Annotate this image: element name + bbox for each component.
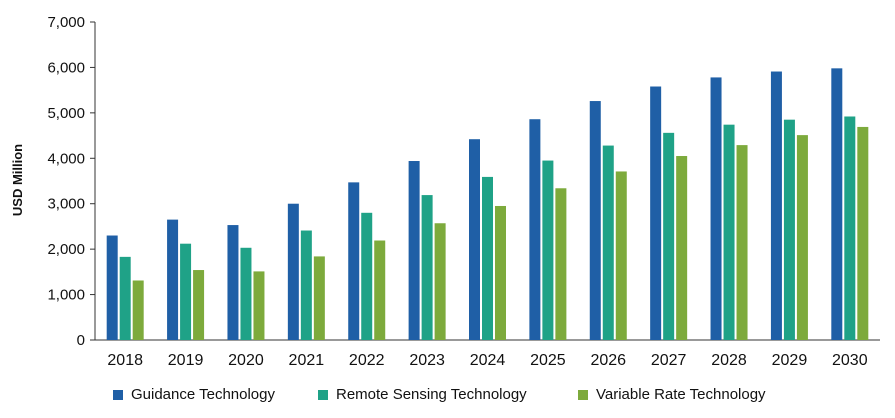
y-tick-label: 2,000 [47,241,85,258]
x-tick-label: 2024 [470,352,506,369]
bar-guidance-technology-2019 [167,219,179,340]
y-tick-label: 7,000 [47,14,85,31]
bar-variable-rate-technology-2019 [193,270,205,340]
bar-guidance-technology-2022 [348,182,360,340]
bar-guidance-technology-2030 [831,68,843,340]
legend-item-variable-rate: Variable Rate Technology [578,386,766,403]
legend-label-variable-rate: Variable Rate Technology [596,386,766,403]
y-tick-label: 1,000 [47,287,85,304]
bar-guidance-technology-2025 [529,119,541,341]
x-tick-label: 2028 [711,352,747,369]
bar-guidance-technology-2029 [770,71,782,340]
bar-variable-rate-technology-2025 [555,188,567,340]
bar-variable-rate-technology-2026 [615,171,627,340]
y-tick-label: 0 [77,332,85,349]
bar-variable-rate-technology-2020 [253,271,265,340]
bar-remote-sensing-technology-2019 [180,243,192,340]
bar-guidance-technology-2026 [589,101,601,340]
x-tick-label: 2025 [530,352,566,369]
bar-remote-sensing-technology-2022 [361,212,373,340]
bar-remote-sensing-technology-2025 [542,160,554,340]
bar-guidance-technology-2018 [106,235,118,340]
bar-guidance-technology-2028 [710,77,722,341]
bar-remote-sensing-technology-2029 [783,119,795,341]
bar-variable-rate-technology-2021 [313,256,325,340]
bar-guidance-technology-2023 [408,161,420,340]
bar-remote-sensing-technology-2028 [723,124,735,340]
y-tick-label: 4,000 [47,150,85,167]
bar-remote-sensing-technology-2024 [482,176,493,340]
legend-swatch-guidance [113,389,123,400]
bar-guidance-technology-2021 [287,203,299,340]
bar-remote-sensing-technology-2027 [663,132,675,340]
legend-label-guidance: Guidance Technology [131,386,275,403]
x-tick-label: 2026 [590,352,626,369]
x-tick-label: 2029 [772,352,808,369]
x-tick-label: 2021 [289,352,325,369]
bar-variable-rate-technology-2028 [736,145,748,340]
y-tick-label: 6,000 [47,59,85,76]
legend: Guidance Technology Remote Sensing Techn… [0,386,895,410]
y-tick-label: 5,000 [47,105,85,122]
x-tick-label: 2020 [228,352,264,369]
x-tick-label: 2027 [651,352,687,369]
bar-guidance-technology-2020 [227,225,239,340]
legend-label-remote-sensing: Remote Sensing Technology [336,386,527,403]
x-tick-label: 2030 [832,352,868,369]
bar-remote-sensing-technology-2030 [844,116,856,341]
bar-remote-sensing-technology-2018 [119,256,131,340]
bar-guidance-technology-2024 [469,139,480,340]
bar-remote-sensing-technology-2023 [421,195,433,340]
bar-variable-rate-technology-2023 [434,223,446,340]
bar-variable-rate-technology-2030 [857,126,869,340]
x-tick-label: 2019 [168,352,204,369]
bar-remote-sensing-technology-2026 [602,145,614,340]
y-tick-label: 3,000 [47,196,85,213]
x-tick-label: 2022 [349,352,385,369]
y-axis-label: USD Million [10,144,25,216]
bar-remote-sensing-technology-2021 [300,230,312,340]
legend-swatch-variable-rate [578,389,588,400]
legend-item-guidance: Guidance Technology [113,386,275,403]
bar-guidance-technology-2027 [650,86,662,340]
x-tick-label: 2018 [107,352,143,369]
bar-variable-rate-technology-2018 [132,280,144,340]
bar-variable-rate-technology-2024 [495,205,506,340]
legend-item-remote-sensing: Remote Sensing Technology [318,386,527,403]
bar-variable-rate-technology-2027 [676,156,688,340]
bar-variable-rate-technology-2029 [796,135,808,340]
bar-remote-sensing-technology-2020 [240,247,252,340]
legend-swatch-remote-sensing [318,389,328,400]
x-tick-label: 2023 [409,352,445,369]
bar-variable-rate-technology-2022 [374,240,386,340]
